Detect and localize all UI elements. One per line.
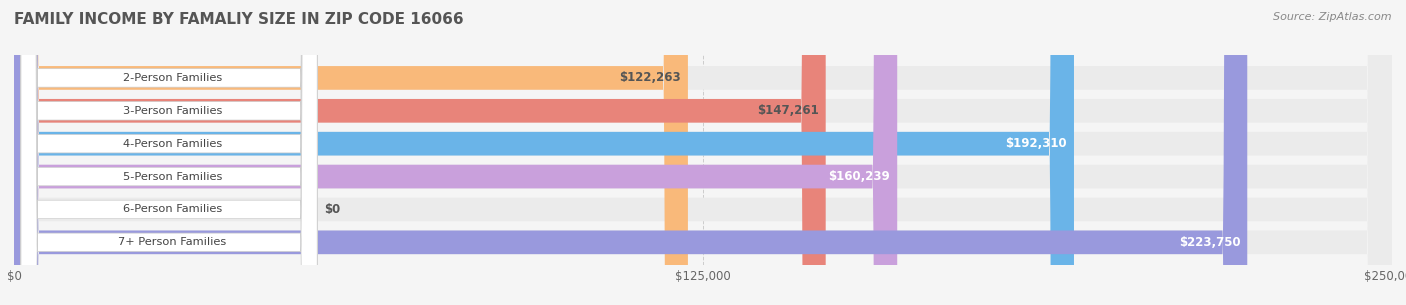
- Text: $223,750: $223,750: [1178, 236, 1240, 249]
- Text: FAMILY INCOME BY FAMALIY SIZE IN ZIP CODE 16066: FAMILY INCOME BY FAMALIY SIZE IN ZIP COD…: [14, 12, 464, 27]
- Text: $192,310: $192,310: [1005, 137, 1067, 150]
- FancyBboxPatch shape: [14, 0, 688, 305]
- Text: $122,263: $122,263: [620, 71, 681, 84]
- FancyBboxPatch shape: [21, 0, 318, 305]
- Text: 6-Person Families: 6-Person Families: [122, 204, 222, 214]
- Text: 3-Person Families: 3-Person Families: [122, 106, 222, 116]
- FancyBboxPatch shape: [14, 0, 1074, 305]
- FancyBboxPatch shape: [21, 0, 318, 305]
- Text: 5-Person Families: 5-Person Families: [122, 172, 222, 181]
- Text: 7+ Person Families: 7+ Person Families: [118, 237, 226, 247]
- FancyBboxPatch shape: [21, 0, 318, 305]
- Text: 4-Person Families: 4-Person Families: [122, 139, 222, 149]
- FancyBboxPatch shape: [14, 0, 1392, 305]
- FancyBboxPatch shape: [14, 0, 825, 305]
- FancyBboxPatch shape: [21, 0, 318, 305]
- FancyBboxPatch shape: [14, 0, 1392, 305]
- FancyBboxPatch shape: [14, 0, 1247, 305]
- FancyBboxPatch shape: [14, 0, 1392, 305]
- FancyBboxPatch shape: [21, 0, 318, 305]
- Text: 2-Person Families: 2-Person Families: [122, 73, 222, 83]
- Text: $160,239: $160,239: [828, 170, 890, 183]
- FancyBboxPatch shape: [14, 0, 897, 305]
- Text: $0: $0: [323, 203, 340, 216]
- FancyBboxPatch shape: [21, 0, 318, 305]
- FancyBboxPatch shape: [14, 0, 1392, 305]
- Text: $147,261: $147,261: [756, 104, 818, 117]
- FancyBboxPatch shape: [14, 0, 1392, 305]
- FancyBboxPatch shape: [14, 0, 1392, 305]
- Text: Source: ZipAtlas.com: Source: ZipAtlas.com: [1274, 12, 1392, 22]
